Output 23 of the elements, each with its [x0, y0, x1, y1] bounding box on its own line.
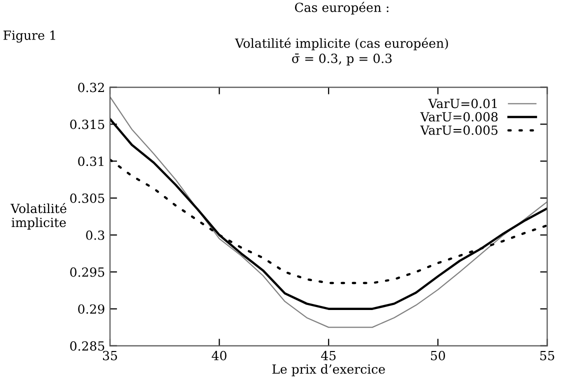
y-tick-label: 0.315 [70, 120, 104, 130]
caption: Figure 1 [4, 30, 56, 43]
y-tick-label: 0.29 [78, 304, 104, 314]
y-axis-title: Volatilité implicite [10, 202, 66, 230]
x-tick-label: 45 [321, 350, 336, 360]
text: Cas européen : [295, 2, 388, 15]
y-tick-label: 0.285 [70, 341, 104, 351]
y-tick-label: 0.305 [70, 194, 104, 203]
y-tick-label: 0.32 [78, 82, 104, 92]
y-tick-label: 0.295 [70, 267, 104, 277]
x-tick-label: 55 [540, 351, 554, 360]
y-tick-label: 0.3 [86, 230, 104, 240]
chart-title: Volatilité implicite (cas européen) [234, 38, 448, 50]
chart-subtitle: σ̄ = 0.3, p = 0.3 [292, 54, 392, 66]
x-tick-label: 50 [431, 350, 446, 360]
x-tick-label: 35 [103, 350, 117, 360]
x-axis-title: Le prix d’exercice [272, 364, 385, 376]
legend-label: VarU=0.008 [420, 112, 498, 122]
y-tick-label: 0.31 [78, 156, 104, 166]
line-series [110, 96, 548, 328]
legend-label: VarU=0.01 [428, 98, 497, 108]
legend-label: VarU=0.005 [420, 125, 498, 135]
x-tick-label: 40 [212, 350, 226, 360]
